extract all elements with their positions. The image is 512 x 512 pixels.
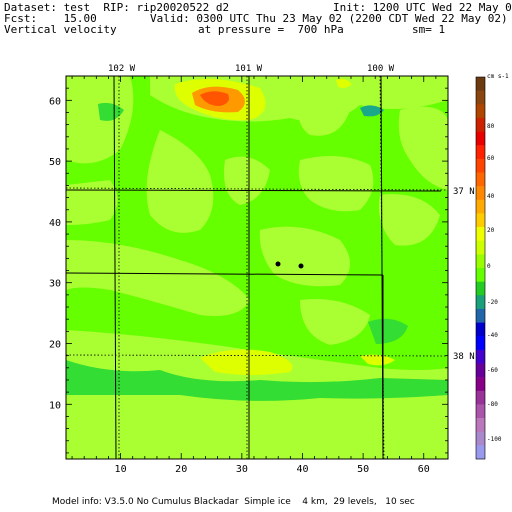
colorbar-swatch	[476, 158, 485, 173]
contour-region	[300, 299, 370, 345]
y-tick-label: 30	[49, 279, 61, 290]
contour-region	[66, 240, 250, 316]
contour-region	[398, 106, 448, 190]
x-tick-label: 40	[296, 464, 308, 475]
colorbar-label: 20	[487, 227, 495, 234]
colorbar-label: 60	[487, 155, 495, 162]
colorbar-swatch	[476, 213, 485, 228]
colorbar-swatch	[476, 349, 485, 364]
x-tick-label: 50	[357, 464, 369, 475]
colorbar-swatch	[476, 90, 485, 105]
colorbar-label: -40	[487, 332, 498, 339]
colorbar-swatch	[476, 131, 485, 146]
contour-region	[98, 102, 124, 121]
y-tick-label: 60	[49, 96, 61, 107]
colorbar-label: -20	[487, 299, 498, 306]
colorbar-swatch	[476, 145, 485, 160]
contour-region	[66, 360, 448, 401]
colorbar-swatch	[476, 199, 485, 214]
colorbar-swatch	[476, 363, 485, 378]
contour-region	[336, 78, 352, 88]
x-tick-label: 30	[236, 464, 248, 475]
contour-region	[368, 318, 408, 344]
contour-region	[298, 156, 374, 212]
contour-region	[360, 105, 384, 117]
lat-label-37n: 37 N	[453, 187, 475, 197]
lat-label-38n: 38 N	[453, 352, 475, 362]
header-valid: Valid: 0300 UTC Thu 23 May 02 (2200 CDT …	[150, 12, 508, 25]
header-field: Vertical velocity	[4, 23, 117, 36]
lat-lon-grid	[65, 75, 449, 460]
contour-region	[200, 91, 229, 106]
station-marker	[298, 263, 304, 269]
colorbar-label: -60	[487, 367, 498, 374]
colorbar-swatch	[476, 308, 485, 323]
colorbar-swatch	[476, 404, 485, 419]
y-tick-label: 20	[49, 339, 61, 350]
colorbar-swatch	[476, 281, 485, 296]
contour-region	[66, 418, 110, 450]
contour-region	[259, 226, 350, 287]
colorbar-swatch	[476, 322, 485, 337]
lon-label-100w: 100 W	[367, 64, 395, 74]
y-tick-label: 50	[49, 157, 61, 168]
lon-label-101w: 101 W	[235, 64, 263, 74]
contour-region	[66, 76, 134, 164]
colorbar-swatch	[476, 254, 485, 269]
colorbar-swatch	[476, 431, 485, 446]
colorbar-swatch	[476, 445, 485, 460]
colorbar-swatch	[476, 418, 485, 433]
y-tick-label: 40	[49, 218, 61, 229]
x-tick-label: 10	[115, 464, 127, 475]
map-frame	[65, 75, 449, 460]
header-dataset: Dataset: test RIP: rip20020522 d2	[4, 1, 230, 14]
contour-region	[146, 130, 214, 233]
colorbar-swatch	[476, 186, 485, 201]
colorbar-swatch	[476, 295, 485, 310]
x-tick-label: 60	[418, 464, 430, 475]
y-tick-label: 10	[49, 400, 61, 411]
model-info: Model info: V3.5.0 No Cumulus Blackadar …	[52, 497, 415, 507]
lon-label-102w: 102 W	[108, 64, 136, 74]
contour-region	[379, 194, 440, 246]
colorbar-swatch	[476, 77, 485, 91]
colorbar-swatch	[476, 336, 485, 351]
colorbar-swatch	[476, 377, 485, 392]
colorbar-label: 40	[487, 193, 495, 200]
colorbar-label: 80	[487, 123, 495, 130]
colorbar: 80 60 40 20 0 -20 -40 -60 -80 -100	[475, 76, 502, 460]
colorbar-label: 0	[487, 263, 491, 270]
state-borders	[65, 75, 442, 460]
colorbar-swatch	[476, 117, 485, 132]
colorbar-swatch	[476, 268, 485, 282]
contour-region	[224, 156, 270, 205]
contour-region	[66, 180, 118, 225]
contour-region	[360, 354, 395, 366]
colorbar-label: -100	[487, 436, 502, 443]
colorbar-swatch	[476, 172, 485, 187]
station-marker	[275, 261, 281, 267]
header-fcst: Fcst: 15.00	[4, 12, 97, 25]
colorbar-swatch	[476, 104, 485, 119]
contour-fills	[66, 76, 448, 459]
colorbar-swatch	[476, 390, 485, 405]
header-init: Init: 1200 UTC Wed 22 May 02	[333, 1, 512, 14]
header-pressure: at pressure = 700 hPa	[198, 23, 344, 36]
header-smooth: sm= 1	[412, 23, 446, 36]
contour-region	[298, 100, 350, 136]
contour-region	[120, 403, 420, 459]
axis-tick-labels: 10 20 30 40 50 60 10 20 30 40 50 60	[49, 96, 430, 475]
colorbar-swatch	[476, 227, 485, 242]
colorbar-units: cm s-1	[487, 73, 509, 80]
axis-ticks	[66, 75, 449, 459]
colorbar-frame	[475, 76, 486, 460]
x-tick-label: 20	[175, 464, 187, 475]
colorbar-swatch	[476, 240, 485, 255]
colorbar-label: -80	[487, 401, 498, 408]
